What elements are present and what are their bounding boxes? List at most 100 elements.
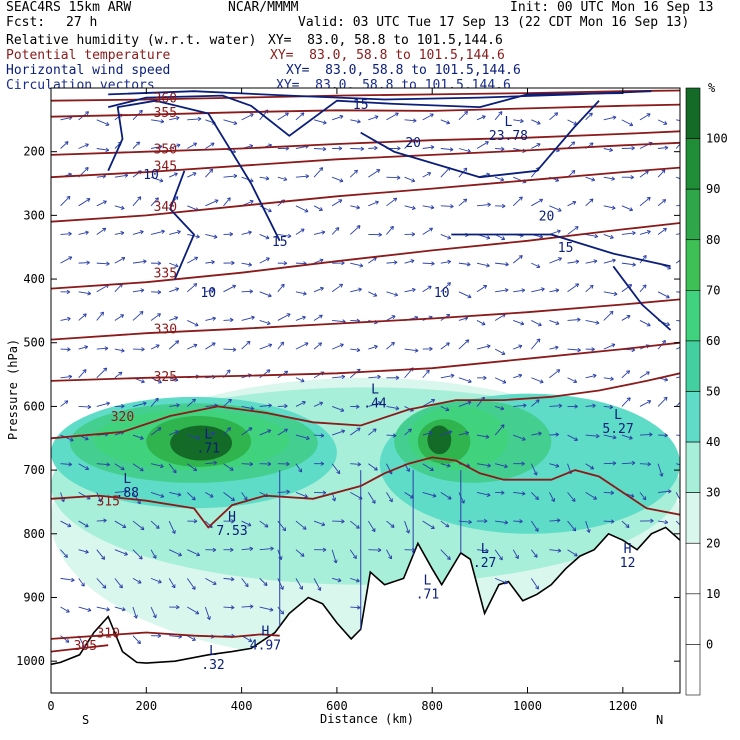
south-endpoint: S xyxy=(82,713,90,727)
vector-arrow xyxy=(368,376,381,379)
vector-arrowhead xyxy=(280,283,285,288)
vector-arrowhead xyxy=(558,403,563,408)
vector-arrowhead xyxy=(140,379,145,384)
vector-arrowhead xyxy=(121,404,125,409)
field-rh-xy: XY= 83.0, 58.8 to 101.5,144.6 xyxy=(268,33,503,48)
vector-arrow xyxy=(331,463,341,474)
vector-arrow xyxy=(676,346,680,350)
vector-arrowhead xyxy=(136,640,141,645)
colorbar-label: 90 xyxy=(706,182,720,196)
vector-arrow xyxy=(186,283,198,293)
plot-frame xyxy=(50,87,681,694)
vector-arrow xyxy=(331,176,344,182)
theta-contour-350 xyxy=(51,130,680,156)
vector-arrow xyxy=(386,520,395,528)
vector-arrow xyxy=(495,148,505,150)
vector-arrowhead xyxy=(555,432,560,437)
vector-arrow xyxy=(458,111,468,121)
vector-arrowhead xyxy=(267,461,272,467)
vector-arrowhead xyxy=(84,549,89,554)
vector-arrow xyxy=(386,291,398,296)
vector-arrow xyxy=(187,320,199,327)
vector-arrowhead xyxy=(575,259,580,264)
vector-arrowhead xyxy=(341,429,346,434)
vector-arrowhead xyxy=(67,316,71,322)
vector-arrow xyxy=(60,577,75,581)
vector-arrowhead xyxy=(121,607,126,612)
vector-arrowhead xyxy=(67,523,72,528)
vector-arrowhead xyxy=(501,203,506,209)
vector-arrow xyxy=(114,232,125,235)
vector-arrowhead xyxy=(213,234,218,239)
vector-arrow xyxy=(295,112,305,121)
vector-arrow xyxy=(585,463,594,470)
vector-arrow xyxy=(313,520,326,526)
vector-arrowhead xyxy=(521,288,526,293)
vector-arrowhead xyxy=(68,462,72,467)
vector-arrowhead xyxy=(504,288,509,293)
theta-label: 305 xyxy=(74,639,97,654)
vector-arrowhead xyxy=(101,555,106,560)
vector-arrow xyxy=(78,492,91,500)
vector-arrow xyxy=(295,205,309,213)
vector-arrowhead xyxy=(358,287,362,292)
vector-arrowhead xyxy=(87,291,92,296)
vector-arrow xyxy=(114,490,128,493)
vector-arrowhead xyxy=(356,205,361,210)
extremum-value: .88 xyxy=(116,486,139,501)
vector-arrow xyxy=(513,289,525,293)
vector-arrow xyxy=(495,520,508,524)
vector-arrowhead xyxy=(501,351,506,355)
vector-arrow xyxy=(657,199,666,207)
vector-arrowhead xyxy=(466,262,471,267)
vector-arrow xyxy=(458,432,469,436)
vector-arrow xyxy=(187,256,198,264)
vector-arrowhead xyxy=(160,119,165,124)
vector-arrow xyxy=(603,259,616,264)
vector-arrow xyxy=(657,119,668,125)
vector-arrow xyxy=(96,367,108,379)
extremum-marker: L xyxy=(123,472,131,487)
vector-arrowhead xyxy=(341,260,345,266)
vector-arrowhead xyxy=(609,404,614,410)
vector-arrow xyxy=(186,578,196,590)
vector-arrow xyxy=(223,399,232,407)
vector-arrow xyxy=(241,231,252,235)
vector-arrow xyxy=(241,548,253,551)
vector-arrowhead xyxy=(446,463,451,468)
vector-arrowhead xyxy=(377,547,382,553)
vector-arrow xyxy=(313,578,321,591)
vector-arrowhead xyxy=(595,433,600,439)
vector-arrowhead xyxy=(264,523,269,528)
vector-arrow xyxy=(621,520,630,528)
vector-arrowhead xyxy=(446,120,451,125)
vector-arrowhead xyxy=(175,604,180,610)
vector-arrowhead xyxy=(609,234,614,240)
vector-arrowhead xyxy=(140,526,145,531)
vector-arrow xyxy=(422,369,430,379)
vector-arrow xyxy=(404,119,417,122)
colorbar-label: 0 xyxy=(706,637,713,651)
vector-arrow xyxy=(530,463,538,476)
vector-arrow xyxy=(277,234,292,237)
vector-arrow xyxy=(386,197,397,207)
vector-arrow xyxy=(259,344,272,350)
vector-arrow xyxy=(603,310,614,321)
vector-arrow xyxy=(386,176,401,179)
vector-arrowhead xyxy=(102,200,107,205)
vector-arrow xyxy=(495,289,509,293)
valid-time: Valid: 03 UTC Tue 17 Sep 13 (22 CDT Mon … xyxy=(298,15,690,30)
vector-arrowhead xyxy=(193,343,198,348)
vector-arrow xyxy=(187,635,196,641)
vector-arrowhead xyxy=(155,344,160,349)
vector-arrow xyxy=(241,492,248,501)
vector-arrow xyxy=(259,291,272,297)
vector-arrowhead xyxy=(427,172,432,176)
vector-arrow xyxy=(114,283,123,293)
vector-arrow xyxy=(223,427,231,436)
vector-arrow xyxy=(187,118,202,121)
extremum-value: 5.27 xyxy=(602,422,633,437)
vector-arrow xyxy=(295,145,309,149)
vector-arrow xyxy=(96,519,107,522)
vector-arrow xyxy=(78,520,89,528)
